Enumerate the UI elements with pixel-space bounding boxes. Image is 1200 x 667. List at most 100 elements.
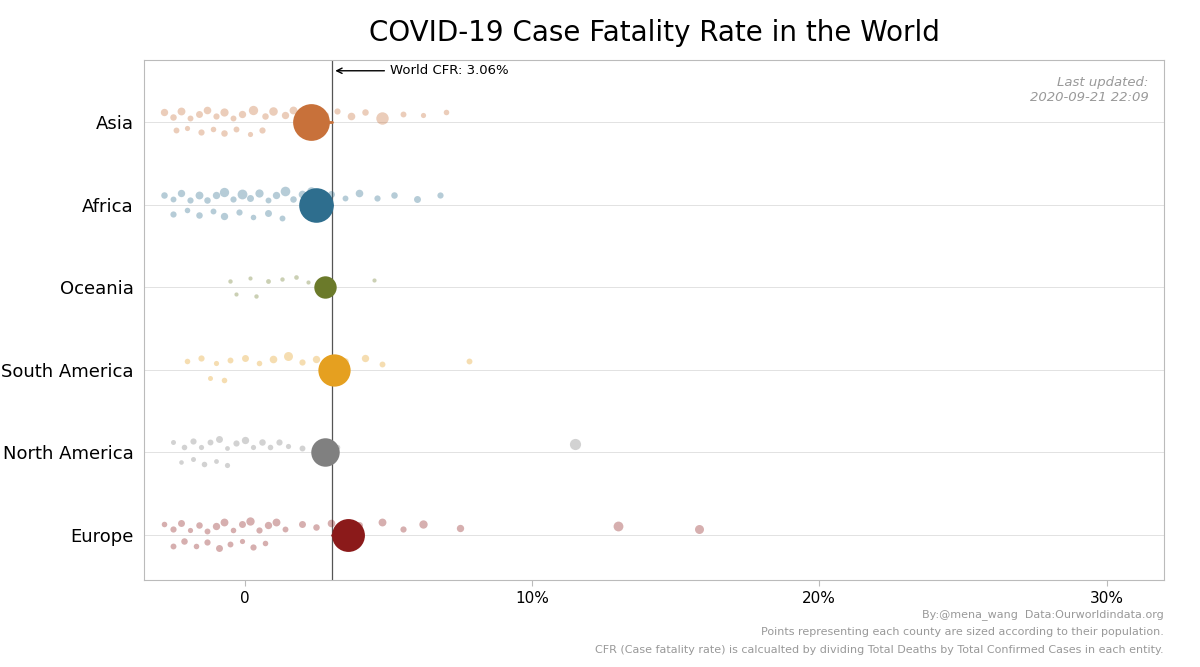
- Point: [252, 437, 271, 448]
- Point: [227, 438, 246, 448]
- Point: [172, 518, 191, 529]
- Point: [194, 458, 214, 469]
- Point: [166, 125, 185, 135]
- Point: [252, 125, 271, 135]
- Point: [301, 186, 320, 197]
- Point: [322, 518, 341, 529]
- Point: [217, 443, 236, 454]
- Point: [278, 351, 298, 362]
- Point: [284, 193, 304, 204]
- Point: [235, 353, 254, 364]
- Text: World CFR: 3.06%: World CFR: 3.06%: [337, 64, 509, 77]
- Point: [287, 272, 306, 283]
- Point: [316, 281, 335, 292]
- Point: [293, 357, 312, 368]
- Point: [235, 435, 254, 446]
- Point: [172, 106, 191, 117]
- Point: [215, 211, 234, 221]
- Point: [307, 522, 326, 533]
- Point: [163, 209, 182, 220]
- Point: [223, 113, 242, 123]
- Point: [307, 354, 326, 364]
- Point: [264, 354, 283, 364]
- Point: [241, 128, 260, 139]
- Point: [155, 189, 174, 200]
- Point: [198, 105, 217, 116]
- Point: [192, 127, 211, 137]
- Point: [341, 111, 360, 121]
- Point: [264, 106, 283, 117]
- Point: [192, 442, 211, 453]
- Point: [178, 123, 197, 133]
- Point: [365, 274, 384, 285]
- Point: [355, 353, 374, 364]
- Point: [175, 536, 194, 547]
- Point: [206, 358, 226, 368]
- Point: [227, 288, 246, 299]
- Point: [175, 441, 194, 452]
- Point: [203, 123, 222, 134]
- Point: [336, 356, 355, 367]
- Point: [413, 110, 432, 121]
- Point: [258, 194, 277, 205]
- Text: Last updated:
2020-09-21 22:09: Last updated: 2020-09-21 22:09: [1030, 75, 1148, 103]
- Point: [186, 541, 205, 552]
- Point: [163, 111, 182, 122]
- Point: [163, 193, 182, 204]
- Point: [198, 195, 217, 205]
- Point: [246, 291, 265, 301]
- Point: [565, 439, 584, 450]
- Point: [250, 187, 269, 198]
- Point: [350, 520, 370, 530]
- Point: [392, 524, 412, 534]
- Point: [241, 193, 260, 203]
- Point: [436, 107, 455, 117]
- Point: [188, 520, 208, 530]
- Point: [241, 273, 260, 283]
- Point: [275, 524, 294, 534]
- Title: COVID-19 Case Fatality Rate in the World: COVID-19 Case Fatality Rate in the World: [368, 19, 940, 47]
- Point: [407, 193, 426, 204]
- Point: [373, 516, 392, 527]
- Point: [163, 524, 182, 534]
- Point: [367, 193, 386, 203]
- Point: [155, 107, 174, 117]
- Point: [178, 356, 197, 367]
- Point: [338, 530, 358, 540]
- Point: [316, 110, 335, 121]
- Point: [172, 457, 191, 468]
- Point: [258, 520, 277, 530]
- Point: [326, 106, 346, 117]
- Point: [431, 189, 450, 200]
- Point: [188, 210, 208, 221]
- Point: [227, 124, 246, 135]
- Point: [223, 193, 242, 204]
- Point: [198, 526, 217, 536]
- Point: [241, 516, 260, 526]
- Point: [163, 540, 182, 551]
- Point: [301, 117, 320, 127]
- Point: [221, 539, 240, 550]
- Point: [256, 111, 275, 121]
- Point: [229, 207, 248, 217]
- Text: Points representing each county are sized according to their population.: Points representing each county are size…: [761, 627, 1164, 637]
- Point: [270, 436, 289, 447]
- Point: [244, 104, 263, 115]
- Point: [217, 460, 236, 470]
- Point: [336, 524, 355, 534]
- Point: [392, 108, 412, 119]
- Point: [192, 353, 211, 364]
- Point: [209, 434, 228, 444]
- Point: [232, 519, 251, 530]
- Point: [180, 524, 199, 535]
- Point: [209, 543, 228, 554]
- Point: [316, 447, 335, 458]
- Point: [324, 364, 343, 375]
- Point: [250, 524, 269, 535]
- Point: [221, 275, 240, 286]
- Point: [180, 194, 199, 205]
- Point: [298, 277, 317, 287]
- Point: [450, 523, 469, 534]
- Point: [232, 108, 251, 119]
- Point: [244, 211, 263, 222]
